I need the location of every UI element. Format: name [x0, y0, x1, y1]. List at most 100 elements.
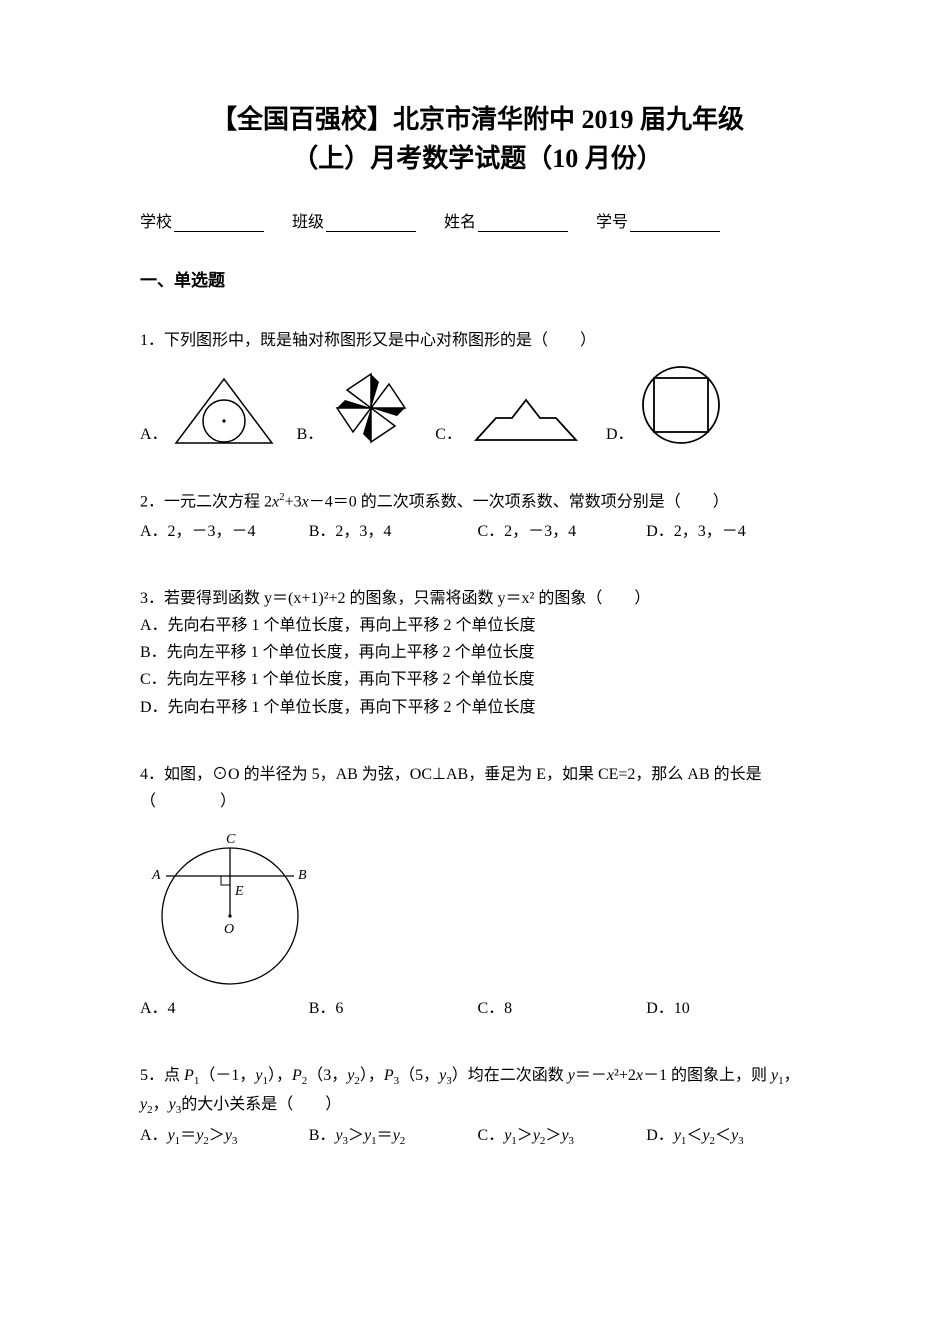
q5-p7: ）均在二次函数 — [452, 1067, 568, 1084]
q5-a-label: A． — [140, 1127, 168, 1144]
q1-opt-a: A． — [140, 373, 277, 448]
q2-text: 2．一元二次方程 2x2+3x－4＝0 的二次项系数、一次项系数、常数项分别是（… — [140, 488, 815, 516]
q1-figure-c-icon — [466, 390, 586, 448]
q1-text: 1．下列图形中，既是轴对称图形又是中心对称图形的是（ ） — [140, 327, 815, 354]
question-3: 3．若要得到函数 y＝(x+1)²+2 的图象，只需将函数 y＝x² 的图象（ … — [140, 585, 815, 721]
q4-lbl-B: B — [298, 868, 307, 883]
q4-body: 如图，⊙O 的半径为 5，AB 为弦，OC⊥AB，垂足为 E，如果 CE=2，那… — [140, 766, 762, 810]
q4-b: B．6 — [309, 995, 478, 1022]
title-line-2: （上）月考数学试题（10 月份） — [140, 139, 815, 178]
q5-P2: P — [292, 1067, 302, 1084]
q4-d: D．10 — [646, 995, 815, 1022]
q5-p5: ）， — [360, 1067, 384, 1084]
q1-figure-a-icon — [172, 373, 277, 448]
q5-x: x — [607, 1067, 614, 1084]
label-class: 班级 — [292, 208, 324, 232]
q3-text: 3．若要得到函数 y＝(x+1)²+2 的图象，只需将函数 y＝x² 的图象（ … — [140, 585, 815, 612]
q2-mid: +3 — [285, 494, 302, 511]
q2-options: A．2，－3，－4 B．2，3，4 C．2，－3，4 D．2，3，－4 — [140, 518, 815, 545]
q3-d: D．先向右平移 1 个单位长度，再向下平移 2 个单位长度 — [140, 694, 815, 721]
question-4: 4．如图，⊙O 的半径为 5，AB 为弦，OC⊥AB，垂足为 E，如果 CE=2… — [140, 761, 815, 1023]
q4-a: A．4 — [140, 995, 309, 1022]
document-title: 【全国百强校】北京市清华附中 2019 届九年级 （上）月考数学试题（10 月份… — [140, 100, 815, 178]
q5-c-label: C． — [478, 1127, 505, 1144]
q1-number: 1． — [140, 332, 164, 349]
q5-yy3: y — [169, 1096, 176, 1113]
q4-c: C．8 — [478, 995, 647, 1022]
q5-p12: 的大小关系是（ ） — [181, 1096, 341, 1113]
q3-c: C．先向左平移 1 个单位长度，再向下平移 2 个单位长度 — [140, 666, 815, 693]
q2-number: 2． — [140, 494, 164, 511]
q1-figure-d-icon — [638, 362, 724, 448]
q5-p3: ）， — [268, 1067, 292, 1084]
q5-text: 5．点 P1（－1，y1），P2（3，y2），P3（5，y3）均在二次函数 y＝… — [140, 1062, 815, 1120]
q1-opt-b: B． — [297, 368, 416, 448]
q1-image-options: A． B． — [140, 362, 815, 448]
q5-d-label: D． — [646, 1127, 674, 1144]
q3-body: 若要得到函数 y＝(x+1)²+2 的图象，只需将函数 y＝x² 的图象（ ） — [164, 590, 650, 607]
q5-p6: （5， — [399, 1067, 439, 1084]
q2-x: x — [302, 494, 309, 511]
q2-post: －4＝0 的二次项系数、一次项系数、常数项分别是（ ） — [309, 494, 729, 511]
q3-b: B．先向左平移 1 个单位长度，再向上平移 2 个单位长度 — [140, 639, 815, 666]
q5-yeq: y — [568, 1067, 575, 1084]
blank-id — [630, 216, 720, 232]
info-class: 班级 — [292, 208, 416, 232]
question-1: 1．下列图形中，既是轴对称图形又是中心对称图形的是（ ） A． B． — [140, 327, 815, 448]
q4-lbl-C: C — [226, 832, 236, 847]
q1-d-label: D． — [606, 421, 634, 448]
q5-a: A．y1＝y2＞y3 — [140, 1122, 309, 1151]
q5-number: 5． — [140, 1067, 164, 1084]
q5-p1: 点 — [164, 1067, 184, 1084]
q3-options: A．先向右平移 1 个单位长度，再向上平移 2 个单位长度 B．先向左平移 1 … — [140, 612, 815, 721]
q5-b: B．y3＞y1＝y2 — [309, 1122, 478, 1151]
q5-P1: P — [184, 1067, 194, 1084]
q4-number: 4． — [140, 766, 164, 783]
q5-p8: ＝－ — [575, 1067, 607, 1084]
info-name: 姓名 — [444, 208, 568, 232]
q5-p4: （3， — [307, 1067, 347, 1084]
q1-c-label: C． — [435, 421, 462, 448]
label-id: 学号 — [596, 208, 628, 232]
info-id: 学号 — [596, 208, 720, 232]
q4-lbl-O: O — [224, 922, 234, 937]
q2-d: D．2，3，－4 — [646, 518, 815, 545]
info-school: 学校 — [140, 208, 264, 232]
section-1-header: 一、单选题 — [140, 266, 815, 291]
q1-opt-c: C． — [435, 390, 586, 448]
q1-b-label: B． — [297, 421, 324, 448]
q5-p11b: ， — [153, 1096, 169, 1113]
q5-p11a: ， — [784, 1067, 800, 1084]
q4-options: A．4 B．6 C．8 D．10 — [140, 995, 815, 1022]
blank-name — [478, 216, 568, 232]
q5-c: C．y1＞y2＞y3 — [478, 1122, 647, 1151]
blank-class — [326, 216, 416, 232]
q4-circle-diagram-icon: C A B E O — [140, 821, 320, 989]
q4-lbl-A: A — [151, 868, 161, 883]
label-name: 姓名 — [444, 208, 476, 232]
q5-x2: x — [636, 1067, 643, 1084]
q5-p9: ²+2 — [614, 1067, 636, 1084]
q1-body: 下列图形中，既是轴对称图形又是中心对称图形的是（ ） — [164, 332, 596, 349]
q5-p2: （－1， — [199, 1067, 255, 1084]
q5-b-label: B． — [309, 1127, 336, 1144]
q2-pre: 一元二次方程 2 — [164, 494, 272, 511]
page: 【全国百强校】北京市清华附中 2019 届九年级 （上）月考数学试题（10 月份… — [0, 0, 945, 1221]
question-2: 2．一元二次方程 2x2+3x－4＝0 的二次项系数、一次项系数、常数项分别是（… — [140, 488, 815, 545]
q4-lbl-E: E — [234, 884, 244, 899]
blank-school — [174, 216, 264, 232]
student-info-row: 学校 班级 姓名 学号 — [140, 208, 815, 232]
q5-d: D．y1＜y2＜y3 — [646, 1122, 815, 1151]
q5-P3: P — [384, 1067, 394, 1084]
q5-p10: －1 的图象上，则 — [643, 1067, 771, 1084]
q2-c: C．2，－3，4 — [478, 518, 647, 545]
label-school: 学校 — [140, 208, 172, 232]
q3-number: 3． — [140, 590, 164, 607]
q4-diagram: C A B E O — [140, 821, 815, 989]
q1-a-label: A． — [140, 421, 168, 448]
q1-figure-b-icon — [327, 368, 415, 448]
q1-opt-d: D． — [606, 362, 724, 448]
q2-a: A．2，－3，－4 — [140, 518, 309, 545]
question-5: 5．点 P1（－1，y1），P2（3，y2），P3（5，y3）均在二次函数 y＝… — [140, 1062, 815, 1151]
q4-text: 4．如图，⊙O 的半径为 5，AB 为弦，OC⊥AB，垂足为 E，如果 CE=2… — [140, 761, 815, 815]
